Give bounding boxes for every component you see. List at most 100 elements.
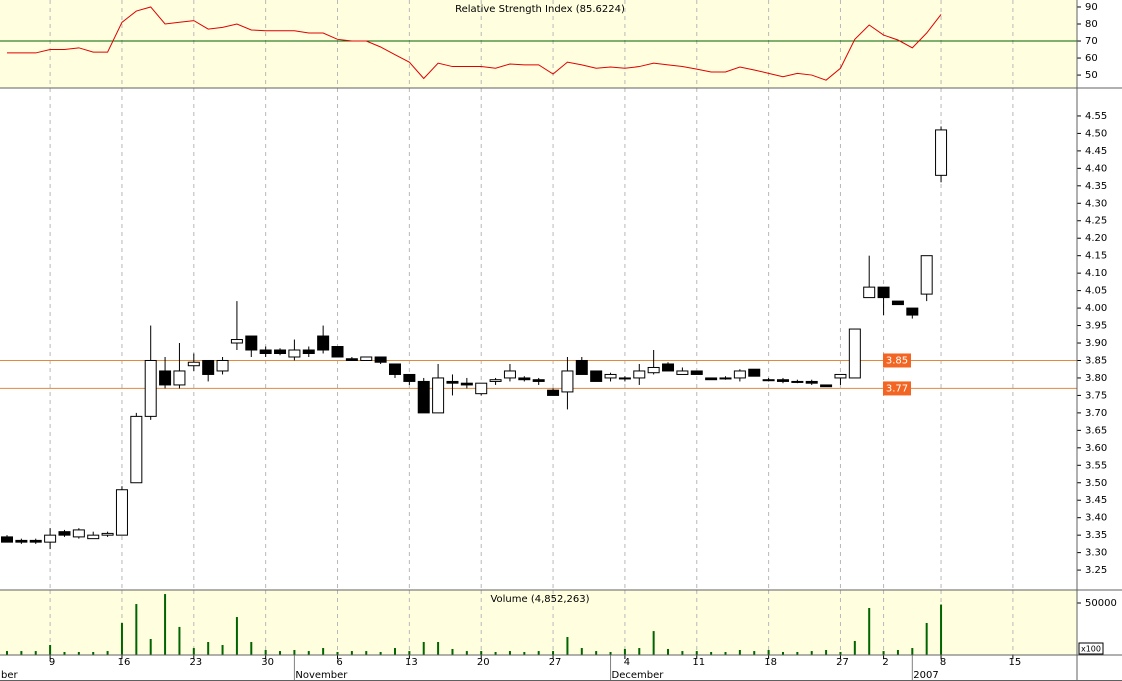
candle-body [374, 356, 387, 363]
y-tick-label: 3.90 [1085, 338, 1107, 349]
y-tick-label: 3.95 [1085, 321, 1107, 332]
volume-bar [537, 651, 540, 655]
volume-bar [724, 651, 727, 655]
volume-bar [164, 594, 167, 655]
volume-bar [221, 645, 224, 655]
volume-bar [422, 642, 425, 655]
volume-bar [753, 651, 756, 655]
candle-body [906, 307, 919, 316]
volume-bar [235, 617, 238, 655]
candle-body [72, 529, 85, 538]
volume-bar [896, 650, 899, 655]
y-tick-label: 4.45 [1085, 146, 1107, 157]
candle-body [575, 359, 588, 375]
x-tick-label: 20 [477, 657, 490, 668]
volume-bar [408, 651, 411, 655]
candle-body [776, 379, 789, 382]
candle-body [202, 359, 215, 375]
volume-bar [566, 637, 569, 655]
candle-body [489, 379, 502, 382]
volume-bar [49, 645, 52, 655]
candle-body [115, 489, 128, 536]
volume-bar [810, 651, 813, 655]
x-tick-label: 27 [836, 657, 849, 668]
volume-bar [379, 651, 382, 655]
volume-bar [149, 638, 152, 655]
candle-body [101, 532, 114, 536]
volume-bar [681, 651, 684, 655]
candle-body [317, 335, 330, 351]
volume-bar [710, 651, 713, 655]
volume-bar [293, 650, 296, 655]
volume-bar [135, 604, 138, 655]
candle-body [647, 366, 660, 374]
candle-body [288, 349, 301, 358]
y-tick-label: 3.75 [1085, 390, 1107, 401]
candle-body [230, 339, 243, 344]
candle-body [719, 377, 732, 380]
volume-bar [781, 651, 784, 655]
volume-bar [839, 651, 842, 655]
x-tick-label: 16 [118, 657, 131, 668]
month-label: December [612, 670, 665, 681]
candle-body [1, 536, 13, 543]
y-tick-label: 3.45 [1085, 495, 1107, 506]
candle-body [590, 370, 603, 382]
candle-body [302, 349, 315, 354]
candle-body [29, 539, 42, 543]
candle-body [460, 382, 473, 386]
unit-label-box [1078, 642, 1104, 655]
month-label: 2007 [913, 670, 938, 681]
candle-body [15, 539, 28, 543]
candle-body [345, 358, 358, 361]
volume-bar [451, 648, 454, 655]
panel-title: Volume (4,852,263) [490, 594, 589, 605]
month-label: ber [1, 670, 19, 681]
volume-bar [825, 650, 828, 655]
volume-bar [638, 648, 641, 655]
candle-body [561, 370, 574, 393]
y-tick-label: 4.35 [1085, 181, 1107, 192]
candle-body [187, 361, 200, 367]
candle-body [676, 370, 689, 375]
x-tick-label: 8 [940, 657, 946, 668]
x-tick-label: 23 [189, 657, 202, 668]
y-tick-label: 3.80 [1085, 373, 1107, 384]
x-tick-label: 27 [549, 657, 562, 668]
y-tick-label: 4.00 [1085, 303, 1107, 314]
candle-body [403, 373, 416, 382]
volume-bar [336, 651, 339, 655]
volume-bar [738, 650, 741, 655]
candle-body [820, 384, 833, 388]
candle-body [848, 328, 861, 379]
candle-body [144, 359, 157, 417]
candle-body [891, 300, 904, 306]
volume-bar [695, 651, 698, 655]
x-tick-label: 4 [624, 657, 630, 668]
volume-bar [6, 651, 8, 655]
candle-body [388, 363, 401, 375]
candle-body [748, 368, 761, 377]
volume-bar [34, 651, 37, 655]
candle-body [44, 534, 57, 543]
y-tick-label: 4.05 [1085, 286, 1107, 297]
y-tick-label: 4.50 [1085, 128, 1107, 139]
volume-bar [178, 626, 181, 655]
y-tick-label: 3.25 [1085, 565, 1107, 576]
volume-bar [609, 651, 612, 655]
candle-body [331, 346, 344, 358]
x-tick-label: 30 [261, 657, 274, 668]
candle-body [360, 356, 373, 361]
candle-body [432, 377, 445, 414]
y-tick-label: 80 [1085, 19, 1098, 30]
volume-bar [437, 642, 440, 655]
candle-body [834, 373, 847, 379]
candle-body [791, 380, 804, 383]
y-tick-label: 3.50 [1085, 478, 1107, 489]
volume-bar [480, 651, 483, 655]
candle-body [690, 370, 703, 375]
y-tick-label: 4.20 [1085, 233, 1107, 244]
reference-label: 3.77 [886, 383, 908, 394]
candle-body [532, 379, 545, 382]
